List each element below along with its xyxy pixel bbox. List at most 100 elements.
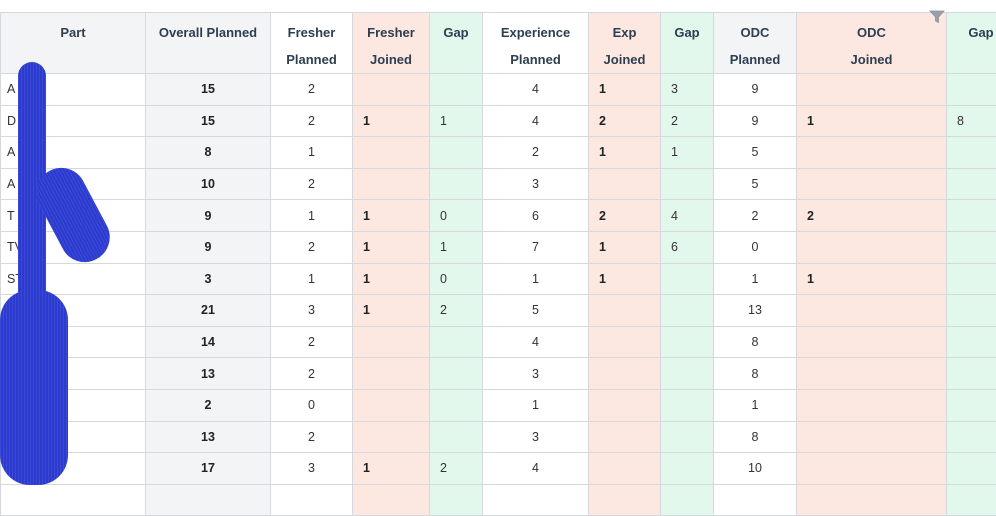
cell-exp-gap[interactable] xyxy=(661,295,714,327)
cell-fresher-joined[interactable] xyxy=(353,484,430,516)
cell-odc-joined[interactable] xyxy=(797,168,947,200)
cell-overall-planned[interactable]: 15 xyxy=(146,105,271,137)
cell-fresher-gap[interactable] xyxy=(430,137,483,169)
cell-exp-joined[interactable] xyxy=(589,358,661,390)
cell-odc-gap[interactable] xyxy=(947,484,996,516)
cell-fresher-gap[interactable] xyxy=(430,74,483,106)
cell-odc-joined[interactable] xyxy=(797,453,947,485)
cell-fresher-joined[interactable]: 1 xyxy=(353,105,430,137)
cell-fresher-gap[interactable]: 0 xyxy=(430,263,483,295)
cell-exp-gap[interactable]: 3 xyxy=(661,74,714,106)
table-row[interactable]: TV m92117160 xyxy=(1,231,996,263)
cell-odc-gap[interactable] xyxy=(947,389,996,421)
cell-fresher-planned[interactable]: 2 xyxy=(271,421,353,453)
cell-fresher-planned[interactable]: 2 xyxy=(271,231,353,263)
cell-fresher-joined[interactable]: 1 xyxy=(353,453,430,485)
cell-odc-joined[interactable]: 2 xyxy=(797,200,947,232)
cell-fresher-joined[interactable] xyxy=(353,389,430,421)
cell-odc-planned[interactable]: 8 xyxy=(714,326,797,358)
cell-exp-gap[interactable] xyxy=(661,168,714,200)
cell-overall-planned[interactable]: 21 xyxy=(146,295,271,327)
cell-overall-planned[interactable]: 8 xyxy=(146,137,271,169)
cell-exp-joined[interactable] xyxy=(589,453,661,485)
column-header-overall-planned[interactable]: Overall Planned xyxy=(146,13,271,74)
cell-exp-gap[interactable] xyxy=(661,484,714,516)
cell-fresher-joined[interactable] xyxy=(353,168,430,200)
cell-odc-gap[interactable] xyxy=(947,453,996,485)
cell-exp-joined[interactable] xyxy=(589,295,661,327)
cell-fresher-gap[interactable] xyxy=(430,421,483,453)
cell-fresher-gap[interactable] xyxy=(430,326,483,358)
cell-fresher-gap[interactable]: 0 xyxy=(430,200,483,232)
cell-exp-joined[interactable] xyxy=(589,389,661,421)
cell-fresher-gap[interactable] xyxy=(430,168,483,200)
cell-fresher-planned[interactable]: 1 xyxy=(271,137,353,169)
cell-fresher-planned[interactable]: 2 xyxy=(271,326,353,358)
cell-odc-joined[interactable] xyxy=(797,231,947,263)
cell-exp-planned[interactable]: 1 xyxy=(483,263,589,295)
cell-fresher-joined[interactable] xyxy=(353,74,430,106)
cell-odc-joined[interactable] xyxy=(797,484,947,516)
cell-exp-gap[interactable]: 2 xyxy=(661,105,714,137)
cell-fresher-planned[interactable]: 3 xyxy=(271,295,353,327)
cell-exp-gap[interactable] xyxy=(661,453,714,485)
cell-exp-joined[interactable]: 2 xyxy=(589,105,661,137)
cell-exp-joined[interactable] xyxy=(589,421,661,453)
cell-odc-gap[interactable] xyxy=(947,168,996,200)
cell-fresher-joined[interactable] xyxy=(353,358,430,390)
cell-overall-planned[interactable] xyxy=(146,484,271,516)
cell-odc-joined[interactable] xyxy=(797,421,947,453)
cell-odc-gap[interactable] xyxy=(947,137,996,169)
cell-overall-planned[interactable]: 9 xyxy=(146,200,271,232)
cell-fresher-joined[interactable]: 1 xyxy=(353,200,430,232)
table-row[interactable] xyxy=(1,484,996,516)
cell-fresher-joined[interactable]: 1 xyxy=(353,263,430,295)
cell-fresher-planned[interactable]: 1 xyxy=(271,200,353,232)
cell-exp-planned[interactable]: 1 xyxy=(483,389,589,421)
cell-fresher-planned[interactable]: 2 xyxy=(271,358,353,390)
cell-odc-joined[interactable] xyxy=(797,74,947,106)
cell-fresher-gap[interactable] xyxy=(430,484,483,516)
cell-overall-planned[interactable]: 15 xyxy=(146,74,271,106)
cell-part[interactable] xyxy=(1,484,146,516)
cell-exp-planned[interactable]: 2 xyxy=(483,137,589,169)
cell-overall-planned[interactable]: 13 xyxy=(146,421,271,453)
cell-odc-joined[interactable] xyxy=(797,137,947,169)
cell-odc-gap[interactable] xyxy=(947,326,996,358)
cell-odc-planned[interactable]: 1 xyxy=(714,389,797,421)
cell-odc-planned[interactable] xyxy=(714,484,797,516)
cell-odc-planned[interactable]: 10 xyxy=(714,453,797,485)
cell-overall-planned[interactable]: 3 xyxy=(146,263,271,295)
cell-exp-planned[interactable]: 4 xyxy=(483,453,589,485)
column-header-exp-gap[interactable]: Gap xyxy=(661,13,714,74)
cell-fresher-gap[interactable]: 1 xyxy=(430,231,483,263)
cell-exp-joined[interactable]: 2 xyxy=(589,200,661,232)
cell-odc-planned[interactable]: 9 xyxy=(714,74,797,106)
cell-overall-planned[interactable]: 14 xyxy=(146,326,271,358)
cell-odc-joined[interactable] xyxy=(797,295,947,327)
cell-exp-planned[interactable]: 3 xyxy=(483,421,589,453)
cell-odc-joined[interactable] xyxy=(797,389,947,421)
cell-exp-gap[interactable]: 4 xyxy=(661,200,714,232)
cell-exp-gap[interactable]: 1 xyxy=(661,137,714,169)
cell-odc-joined[interactable]: 1 xyxy=(797,263,947,295)
cell-exp-planned[interactable]: 3 xyxy=(483,168,589,200)
cell-odc-planned[interactable]: 8 xyxy=(714,421,797,453)
cell-odc-planned[interactable]: 5 xyxy=(714,168,797,200)
cell-fresher-gap[interactable] xyxy=(430,358,483,390)
cell-odc-planned[interactable]: 5 xyxy=(714,137,797,169)
cell-fresher-gap[interactable] xyxy=(430,389,483,421)
cell-exp-planned[interactable]: 4 xyxy=(483,74,589,106)
cell-exp-gap[interactable] xyxy=(661,326,714,358)
cell-fresher-planned[interactable]: 2 xyxy=(271,168,353,200)
cell-fresher-planned[interactable]: 2 xyxy=(271,105,353,137)
